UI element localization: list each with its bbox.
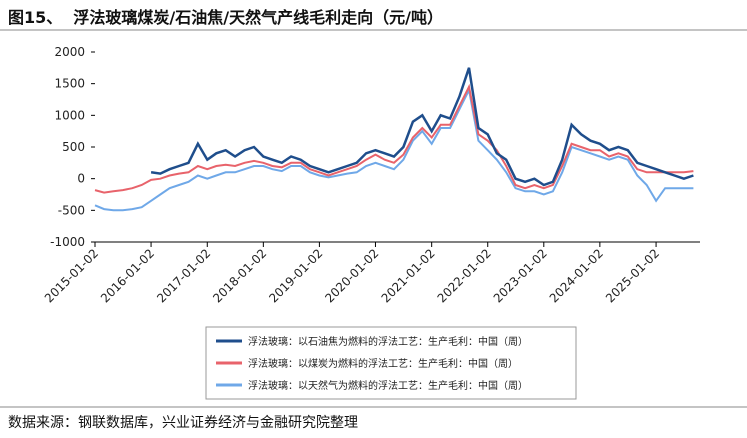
- series-line: [94, 83, 694, 194]
- x-tick-label: 2020-01-02: [322, 246, 381, 305]
- x-tick-label: 2023-01-02: [491, 246, 550, 305]
- x-tick-label: 2025-01-02: [603, 246, 662, 305]
- title: 图15、 浮法玻璃煤炭/石油焦/天然气产线毛利走向（元/吨）: [8, 8, 443, 27]
- legend-label: 浮法玻璃：以煤炭为燃料的浮法工艺：生产毛利：中国（周）: [248, 357, 518, 370]
- x-tick-label: 2024-01-02: [547, 246, 606, 305]
- x-tick-label: 2016-01-02: [98, 246, 157, 305]
- legend-label: 浮法玻璃：以天然气为燃料的浮法工艺：生产毛利：中国（周）: [248, 379, 528, 392]
- x-tick-label: 2022-01-02: [435, 246, 494, 305]
- y-tick-label: 0: [77, 172, 85, 186]
- y-tick-label: -1000: [50, 235, 85, 249]
- source: 数据来源：钢联数据库，兴业证券经济与金融研究院整理: [8, 415, 358, 431]
- series-line: [94, 86, 694, 212]
- legend-label: 浮法玻璃：以石油焦为燃料的浮法工艺：生产毛利：中国（周）: [248, 335, 528, 348]
- y-tick-label: 500: [62, 140, 85, 154]
- y-tick-label: 1500: [54, 77, 85, 91]
- series-line: [150, 67, 694, 187]
- x-tick-label: 2019-01-02: [266, 246, 325, 305]
- x-tick-label: 2018-01-02: [210, 246, 269, 305]
- x-tick-label: 2021-01-02: [379, 246, 438, 305]
- x-tick-label: 2017-01-02: [154, 246, 213, 305]
- y-tick-label: 2000: [54, 45, 85, 59]
- y-tick-label: 1000: [54, 108, 85, 122]
- x-tick-label: 2015-01-02: [42, 246, 101, 305]
- y-tick-label: -500: [58, 203, 85, 217]
- legend-box: [205, 326, 577, 400]
